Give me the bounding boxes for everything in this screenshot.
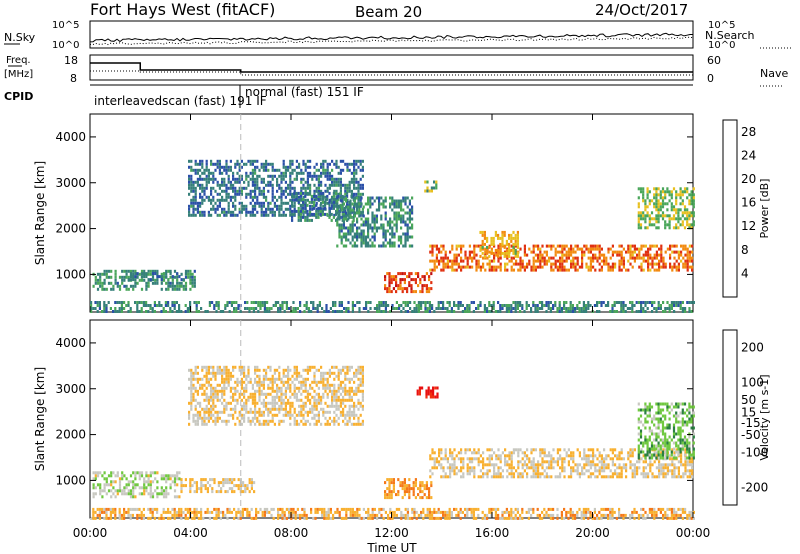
colorbar-tick-label: 8 (741, 243, 749, 257)
colorbar-tick-label: 100 (741, 376, 764, 390)
y-tick-label: 3000 (55, 382, 86, 396)
noise-traces (89, 32, 693, 46)
nsky-trace (89, 32, 693, 43)
colorbar-tick-label: -15 (741, 416, 761, 430)
colorbar: 4 8 12 16 20 24 28 Power [dB] (722, 119, 771, 298)
colorbar-tick-label: 50 (741, 393, 756, 407)
noise-tick-right-low: 10^0 (708, 40, 735, 51)
colorbar-tick-label: -100 (741, 446, 768, 460)
heatmap-cells (90, 365, 695, 520)
nsky-label: N.Sky (4, 31, 36, 44)
station-title: Fort Hays West (fitACF) (90, 0, 275, 19)
x-tick-label: 00:00 (73, 526, 108, 540)
freq-panel-frame (89, 54, 694, 81)
colorbar-tick-label: -50 (741, 428, 761, 442)
colorbar-tick-label: 15 (741, 405, 756, 419)
y-tick-label: 4000 (55, 130, 86, 144)
beam-title: Beam 20 (355, 3, 422, 21)
y-axis-label: Slant Range [km] (33, 161, 47, 265)
colorbar-tick-label: 200 (741, 341, 764, 355)
y-tick-label: 4000 (55, 336, 86, 350)
echo-band (336, 196, 414, 248)
x-tick-label: 00:00 (676, 526, 711, 540)
colorbar-label: Velocity [m s-1] (758, 374, 771, 460)
echo-band (384, 478, 433, 500)
date-title: 24/Oct/2017 (595, 1, 688, 19)
nave-tick-low: 0 (707, 72, 714, 85)
echo-band (384, 272, 433, 294)
x-axis-label: Time UT (366, 541, 417, 554)
freq-tick-low: 8 (70, 72, 77, 85)
power-panel: 1000 2000 3000 4000 Slant Range [km] 4 8 12 16 20… (33, 113, 771, 313)
y-tick-label: 2000 (55, 428, 86, 442)
nsearch-label: N.Search (705, 29, 755, 42)
freq-label: Freq. (6, 55, 31, 66)
echo-band (90, 301, 695, 313)
cpid-label: CPID (4, 90, 33, 103)
freq-unit-label: [MHz] (4, 69, 33, 80)
noise-tick-left-high: 10^5 (52, 20, 79, 31)
x-axis-ticks: 00:00 04:00 08:00 12:00 16:00 20:00 00:00 (73, 526, 711, 540)
echo-band (416, 386, 439, 399)
echo-band (90, 507, 695, 520)
cpid-entry-2: normal (fast) 151 IF (245, 85, 364, 99)
colorbar-tick-label: 4 (741, 266, 749, 280)
colorbar-label: Power [dB] (758, 179, 771, 239)
y-tick-label: 1000 (55, 267, 86, 281)
x-tick-label: 04:00 (173, 526, 208, 540)
x-tick-label: 16:00 (475, 526, 510, 540)
echo-band (127, 272, 188, 282)
colorbar-tick-label: 28 (741, 125, 756, 139)
freq-traces (90, 62, 693, 76)
cpid-entry-1: interleavedscan (fast) 191 IF (94, 94, 267, 108)
y-tick-label: 1000 (55, 473, 86, 487)
echo-band (479, 230, 519, 258)
x-tick-label: 20:00 (575, 526, 610, 540)
noise-tick-left-low: 10^0 (52, 40, 79, 51)
echo-band (637, 402, 695, 460)
echo-band (429, 448, 694, 479)
noise-tick-right-high: 10^5 (708, 20, 735, 31)
colorbar-tick-label: 12 (741, 219, 756, 233)
colorbar-tick-label: 24 (741, 148, 756, 162)
freq-trace (90, 62, 693, 73)
y-tick-label: 2000 (55, 222, 86, 236)
colorbar-tick-label: 16 (741, 196, 756, 210)
echo-band (180, 478, 256, 494)
colorbar-tick-label: 20 (741, 172, 756, 186)
echo-band (424, 180, 438, 193)
nave-label: Nave (760, 67, 788, 80)
echo-band (291, 191, 355, 222)
x-tick-label: 08:00 (274, 526, 309, 540)
colorbar-tick-label: -200 (741, 481, 768, 495)
freq-tick-high: 18 (64, 54, 78, 67)
velocity-panel: 1000 2000 3000 4000 Slant Range [km] 200 100 50… (33, 319, 771, 520)
x-tick-label: 12:00 (374, 526, 409, 540)
heatmap-cells (90, 159, 695, 313)
echo-band (188, 365, 364, 426)
echo-band (92, 471, 181, 499)
y-tick-label: 3000 (55, 176, 86, 190)
nave-tick-high: 60 (707, 54, 721, 67)
echo-band (637, 187, 695, 230)
y-axis-label: Slant Range [km] (33, 367, 47, 471)
